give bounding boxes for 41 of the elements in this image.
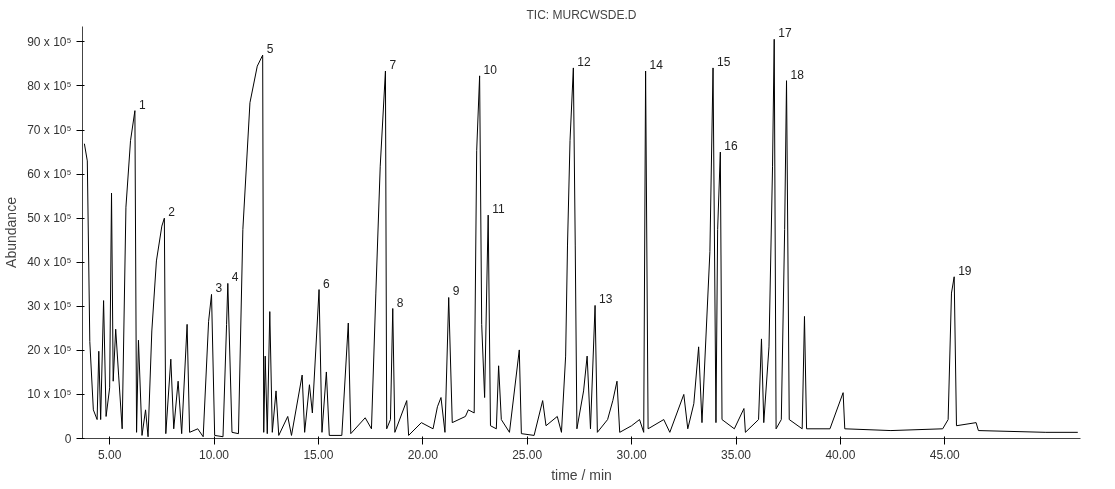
chart-title: TIC: MURCWSDE.D [526,7,637,22]
annotation: 16 [724,139,739,154]
y-tick-label: 10 x 10⁵ [27,387,72,402]
annotation: 2 [168,205,176,220]
annotation: 15 [717,54,731,69]
y-tick-label: 0 [64,431,72,446]
annotation: 17 [778,26,792,41]
x-axis-title: time / min [551,466,612,483]
x-tick-label: 30.00 [616,447,647,462]
y-tick-label: 50 x 10⁵ [27,211,72,226]
y-tick-label: 20 x 10⁵ [27,343,72,358]
annotation: 6 [323,276,331,291]
y-tick-label: 80 x 10⁵ [27,78,72,93]
y-axis-title: Abundance [3,196,20,268]
y-tick-label: 60 x 10⁵ [27,167,72,182]
annotation: 7 [389,58,397,72]
x-tick-label: 40.00 [825,447,856,462]
y-tick-label: 40 x 10⁵ [27,255,72,270]
x-tick-label: 10.00 [199,447,230,462]
annotation: 9 [452,284,460,299]
x-tick-label: 45.00 [929,447,961,462]
x-tick-label: 15.00 [303,447,334,462]
annotation: 8 [396,295,404,310]
annotation: 4 [231,270,239,285]
annotation: 10 [483,62,498,77]
x-tick-label: 20.00 [407,447,439,462]
y-tick-label: 90 x 10⁵ [27,34,72,49]
annotation: 12 [577,54,592,69]
annotation: 19 [958,263,972,278]
annotation: 14 [649,58,664,72]
annotation: 3 [215,281,223,296]
annotation: 18 [790,67,805,82]
y-tick-label: 70 x 10⁵ [27,123,72,138]
annotation: 5 [266,42,274,57]
x-tick-label: 35.00 [720,447,752,462]
x-tick-label: 5.00 [97,447,122,462]
annotation: 1 [138,97,146,112]
y-tick-label: 30 x 10⁵ [27,299,72,314]
x-tick-label: 25.00 [512,447,543,462]
annotation: 13 [599,292,613,307]
annotation: 11 [492,202,505,217]
